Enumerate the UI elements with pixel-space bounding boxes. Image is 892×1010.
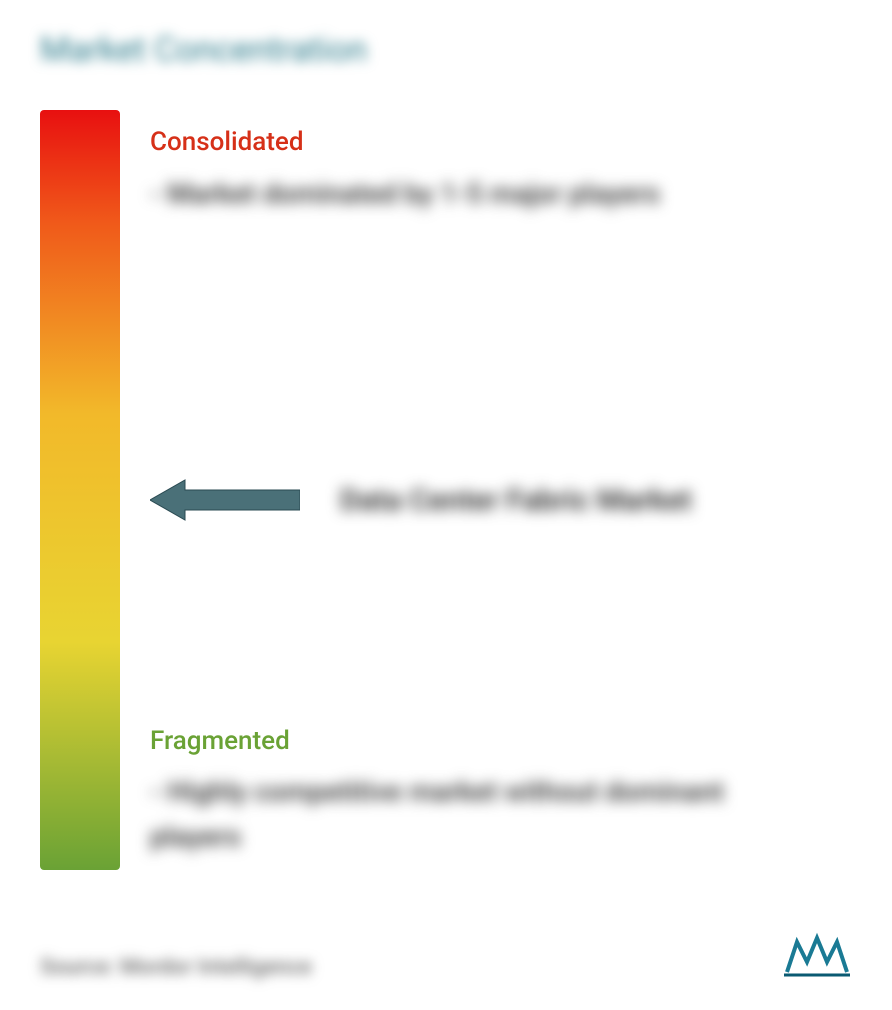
market-pointer-section: Data Center Fabric Market — [150, 475, 692, 525]
consolidated-label: Consolidated — [150, 122, 304, 164]
fragmented-block: Fragmented - Highly competitive market w… — [150, 721, 812, 860]
consolidated-description: - Market dominated by 1-5 major players — [150, 172, 660, 217]
fragmented-label: Fragmented — [150, 721, 290, 763]
market-name: Data Center Fabric Market — [340, 483, 692, 518]
concentration-gradient-bar — [40, 110, 120, 870]
labels-area: Consolidated - Market dominated by 1-5 m… — [120, 110, 852, 890]
mordor-logo-icon — [782, 930, 852, 980]
fragmented-description: - Highly competitive market without domi… — [150, 770, 812, 860]
consolidated-block: Consolidated - Market dominated by 1-5 m… — [150, 122, 812, 216]
source-attribution: Source: Mordor Intelligence — [40, 955, 312, 980]
footer: Source: Mordor Intelligence — [40, 930, 852, 980]
arrow-left-icon — [150, 475, 300, 525]
content-area: Consolidated - Market dominated by 1-5 m… — [40, 110, 852, 890]
page-title: Market Concentration — [40, 30, 852, 70]
